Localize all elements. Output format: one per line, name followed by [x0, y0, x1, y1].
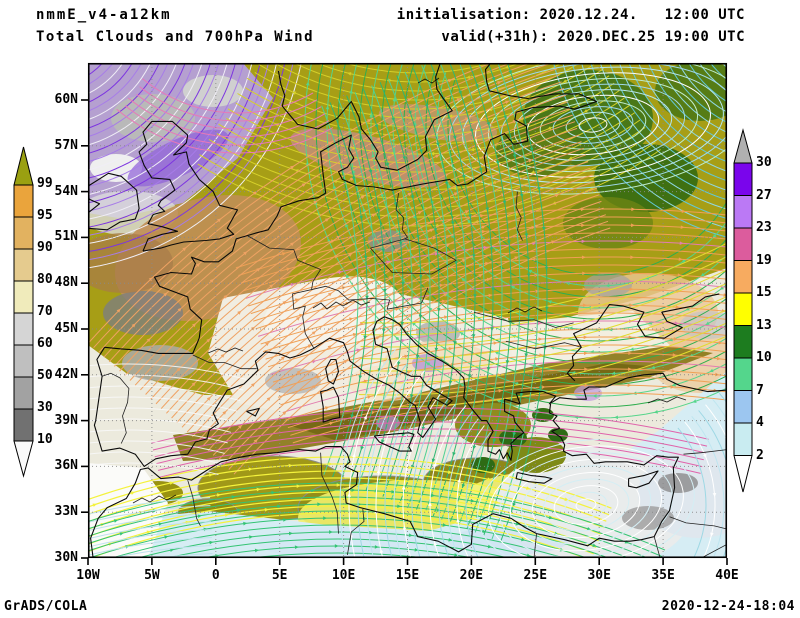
lat-label: 51N — [54, 229, 78, 245]
valid-time-label: valid(+31h): 2020.DEC.25 19:00 UTC — [441, 29, 745, 45]
lat-label: 54N — [54, 183, 78, 199]
init-time-label: initialisation: 2020.12.24. 12:00 UTC — [396, 7, 745, 23]
lon-label: 35E — [651, 568, 675, 583]
wind-scale-label: 15 — [756, 285, 772, 300]
lon-label: 40E — [715, 568, 739, 583]
cloud-scale-label: 90 — [37, 240, 53, 255]
lat-label: 57N — [54, 137, 78, 153]
wind-scale-label: 4 — [756, 415, 764, 430]
cloud-scale-label: 95 — [37, 208, 53, 223]
lat-label: 60N — [54, 92, 78, 107]
lat-label: 42N — [54, 366, 78, 382]
lon-label: 25E — [523, 568, 548, 583]
cloud-scale-label: 60 — [37, 336, 53, 351]
cloud-scale-label: 30 — [37, 400, 53, 415]
plot-title: Total Clouds and 700hPa Wind — [36, 29, 315, 45]
creation-timestamp: 2020-12-24-18:04 — [661, 599, 795, 614]
cloud-scale-label: 80 — [37, 272, 53, 287]
lon-label: 15E — [395, 568, 420, 583]
wind-scale-label: 13 — [756, 317, 772, 333]
colorbar — [733, 128, 753, 493]
colorbar — [13, 146, 34, 478]
cloud-scale-label: 70 — [37, 304, 53, 319]
lon-label: 0 — [211, 568, 220, 583]
wind-scale-label: 30 — [756, 155, 772, 170]
wind-scale-label: 23 — [756, 220, 772, 235]
lat-label: 30N — [54, 550, 78, 565]
lon-label: 30E — [587, 568, 611, 583]
lat-label: 39N — [54, 412, 78, 428]
wind-scale-label: 27 — [756, 187, 772, 203]
lat-label: 45N — [54, 321, 78, 336]
lat-label: 33N — [54, 504, 78, 520]
wind-scale-label: 2 — [756, 447, 764, 463]
wind-scale-label: 10 — [756, 350, 772, 365]
wind-scale-label: 19 — [756, 252, 772, 268]
lon-label: 5W — [144, 568, 160, 583]
cloud-scale-label: 10 — [37, 432, 53, 447]
lat-label: 48N — [54, 275, 78, 291]
lon-label: 5E — [271, 568, 288, 583]
grads-credit: GrADS/COLA — [4, 599, 88, 614]
lon-label: 10E — [331, 568, 356, 583]
lon-label: 20E — [459, 568, 484, 583]
lat-label: 36N — [54, 458, 78, 474]
cloud-scale-label: 50 — [37, 368, 53, 383]
wind-scale-label: 7 — [756, 382, 764, 398]
model-name: nmmE_v4-a12km — [36, 7, 172, 23]
lon-label: 10W — [76, 568, 100, 583]
cloud-scale-label: 99 — [37, 176, 53, 191]
